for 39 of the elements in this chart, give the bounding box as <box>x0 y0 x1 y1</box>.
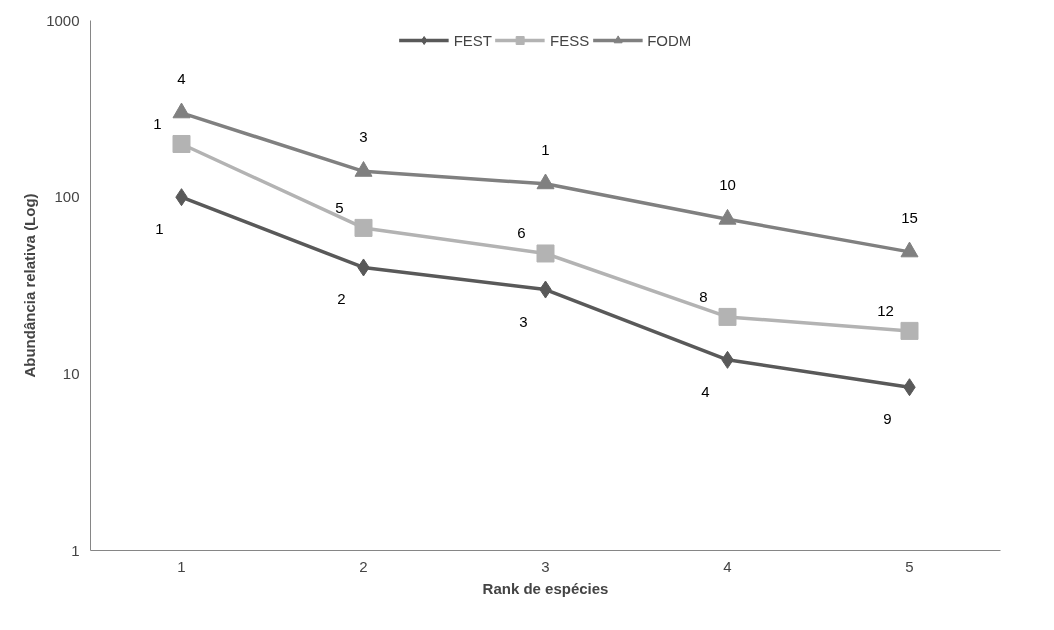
point <box>354 161 373 177</box>
annotation: 4 <box>177 69 186 87</box>
point <box>900 321 919 340</box>
annotation: 3 <box>359 128 368 146</box>
annotation: 1 <box>153 114 162 132</box>
point <box>900 241 919 258</box>
annotation: 6 <box>517 224 526 242</box>
point <box>172 102 191 119</box>
annotation: 1 <box>541 140 550 158</box>
x-tick-label: 2 <box>359 557 368 575</box>
y-tick-label: 10 <box>62 364 80 382</box>
point <box>536 244 555 263</box>
annotation: 2 <box>337 290 346 308</box>
y-axis-title: Abundância relativa (Log) <box>21 193 39 378</box>
point <box>354 218 373 237</box>
y-tick-label: 1 <box>71 541 80 559</box>
legend-label: FEST <box>453 31 492 49</box>
x-tick-label: 5 <box>905 557 914 575</box>
point <box>718 307 737 326</box>
annotation: 9 <box>883 410 892 428</box>
y-tick-label: 1000 <box>46 11 80 29</box>
x-tick-label: 4 <box>723 557 732 575</box>
x-tick-label: 1 <box>177 557 186 575</box>
annotation: 15 <box>901 208 918 226</box>
annotation: 8 <box>699 287 708 305</box>
point <box>718 208 737 225</box>
annotation: 5 <box>335 198 344 216</box>
x-tick-label: 3 <box>541 557 550 575</box>
annotation: 10 <box>719 176 736 194</box>
annotation: 12 <box>877 301 894 319</box>
annotation: 4 <box>701 382 710 400</box>
legend-label: FESS <box>549 31 590 49</box>
legend-label: FODM <box>647 31 692 49</box>
point <box>172 134 191 153</box>
y-tick-label: 100 <box>54 188 80 206</box>
x-axis-title: Rank de espécies <box>482 579 609 597</box>
point <box>536 173 555 190</box>
annotation: 3 <box>519 312 528 330</box>
annotation: 1 <box>155 220 164 238</box>
